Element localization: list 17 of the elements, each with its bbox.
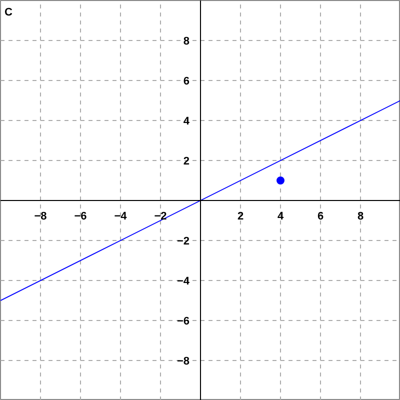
x-tick-label: 4: [277, 210, 284, 222]
x-tick-label: −2: [154, 210, 167, 222]
y-tick-label: 6: [183, 76, 190, 88]
x-tick-label: 2: [237, 210, 244, 222]
y-tick-label: 2: [183, 156, 190, 168]
y-tick-label: −6: [176, 316, 190, 328]
x-tick-label: −8: [34, 210, 47, 222]
y-tick-label: −8: [176, 356, 190, 368]
y-tick-label: 4: [183, 116, 190, 128]
x-tick-label: −4: [114, 210, 128, 222]
annotation: C: [4, 6, 12, 18]
y-tick-label: −2: [176, 236, 190, 248]
x-tick-label: 8: [357, 210, 364, 222]
x-tick-label: 6: [317, 210, 324, 222]
x-tick-label: −6: [74, 210, 87, 222]
y-tick-label: −4: [176, 276, 190, 288]
y-tick-label: 8: [183, 36, 190, 48]
